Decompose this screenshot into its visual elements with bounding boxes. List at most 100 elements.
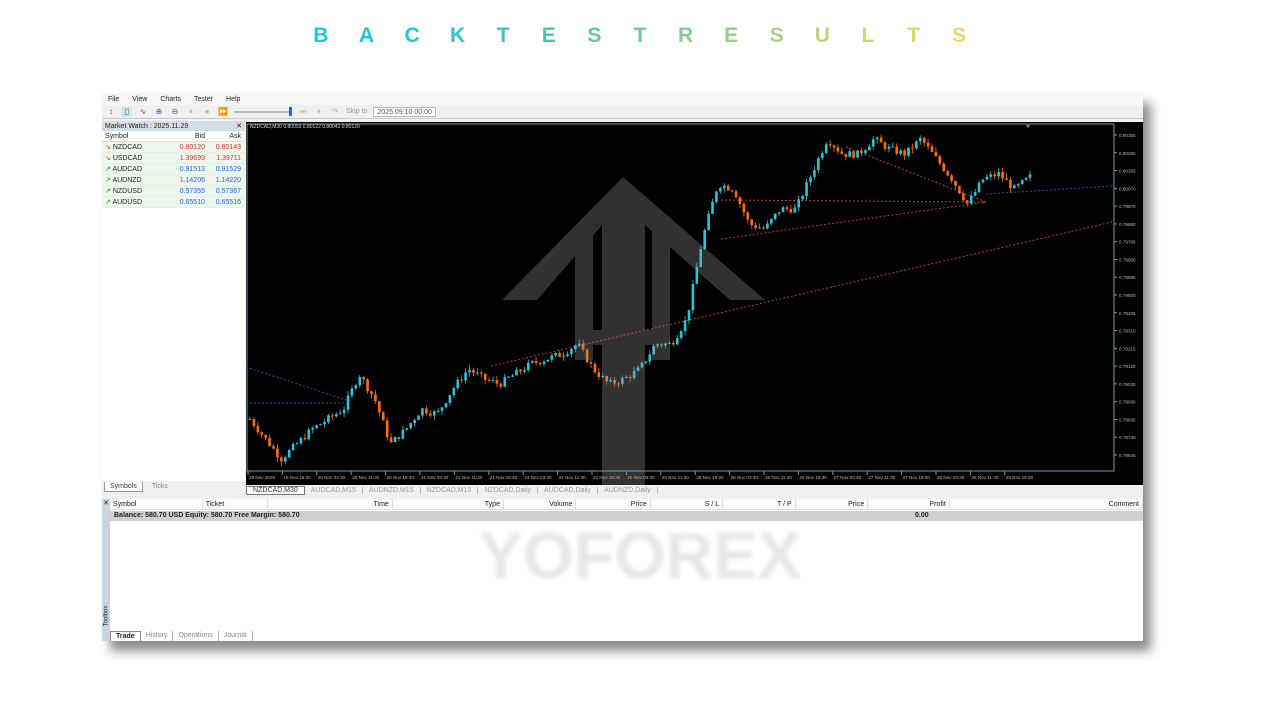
candle-body [456, 379, 460, 389]
col-symbol[interactable]: Symbol [105, 132, 129, 140]
symbol-cell: ↘ USDCAD [102, 154, 172, 162]
toolbox-sidebar: ✕ Toolbox [102, 499, 110, 641]
skip-date-input[interactable]: 2025.09.10 00:00 [373, 106, 436, 117]
candle-body [542, 361, 546, 365]
toolbox-tab[interactable]: History [141, 631, 174, 641]
price-label: 0.79215 [1119, 346, 1136, 351]
candle-body [722, 185, 726, 189]
zoom-out-icon[interactable]: ⊖ [171, 107, 179, 116]
price-chart[interactable]: NZDCAD,M30 0.80059 0.80122 0.80042 0.801… [245, 122, 1143, 485]
candle-body [887, 146, 891, 149]
market-watch-row[interactable]: ↗ AUDNZD 1.14206 1.14220 [102, 175, 245, 186]
market-watch-row[interactable]: ↗ AUDCAD 0.91513 0.91529 [102, 164, 245, 175]
time-label: 28 Nov 19:30 [1006, 475, 1034, 480]
menu-charts[interactable]: Charts [160, 95, 181, 103]
col-ask[interactable]: Ask [229, 132, 241, 140]
menu-view[interactable]: View [132, 95, 148, 103]
column-header[interactable]: Time [268, 499, 393, 509]
title-letter: S [769, 24, 784, 47]
column-header[interactable]: Ticket [203, 499, 268, 509]
candle-body [977, 182, 981, 192]
chart-tab[interactable]: NZDCAD,M15 [421, 487, 479, 494]
close-icon[interactable]: ✕ [103, 500, 109, 507]
close-icon[interactable]: ✕ [236, 123, 242, 130]
symbol-name: USDCAD [112, 155, 143, 162]
candlestick-icon[interactable]: ▯ [122, 106, 132, 117]
title-letter: E [724, 24, 739, 47]
candle-body [570, 349, 573, 354]
market-watch-row[interactable]: ↗ NZDUSD 0.57355 0.57367 [102, 186, 245, 197]
toolbox-tab[interactable]: Operations [173, 631, 219, 641]
tab-symbols[interactable]: Symbols [104, 482, 143, 492]
candle-body [852, 151, 855, 158]
chart-tab[interactable]: AUDCAD,Daily [538, 487, 599, 494]
col-bid[interactable]: Bid [194, 132, 205, 140]
trend-line [720, 199, 987, 203]
candle-body [260, 432, 264, 435]
candle-body [581, 343, 585, 350]
candle-body [985, 176, 989, 180]
next-icon[interactable]: ⏵ [317, 106, 321, 116]
candle-body [809, 177, 812, 183]
candle-body [358, 376, 362, 386]
column-header[interactable]: S / L [651, 499, 724, 509]
candle-body [409, 423, 413, 429]
candle-body [272, 446, 275, 449]
column-header[interactable]: Symbol [110, 499, 203, 509]
candle-body [338, 413, 342, 415]
column-header[interactable]: Profit [868, 499, 950, 509]
title-letter: E [541, 24, 556, 47]
toolbox-tab[interactable]: Trade [110, 631, 141, 641]
zoom-in-icon[interactable]: ⊕ [155, 107, 163, 116]
time-label: 21 Nov 11:30 [455, 475, 482, 480]
column-header[interactable]: T / P [723, 499, 796, 509]
market-watch-row[interactable]: ↗ AUDUSD 0.65510 0.65516 [102, 197, 245, 208]
candle-body [256, 425, 260, 433]
profit-total: 0.00 [915, 512, 929, 519]
chart-tab[interactable]: AUDCAD,M15 [305, 487, 363, 494]
market-watch-row[interactable]: ↘ NZDCAD 0.80120 0.80143 [102, 142, 245, 153]
candle-body [609, 380, 612, 382]
fast-forward-icon[interactable]: ⏩ [218, 107, 228, 116]
candle-body [295, 443, 299, 445]
title-letter: S [587, 24, 602, 47]
symbol-cell: ↗ AUDCAD [102, 165, 172, 173]
candle-body [280, 457, 283, 462]
chart-tab[interactable]: NZDCAD,M30 [246, 486, 305, 495]
market-watch-panel: Market Watch : 2025.11.29 ✕ Symbol Bid As… [102, 121, 245, 481]
bid-cell: 1.14206 [179, 176, 205, 184]
chart-tab[interactable]: AUDNZD,Daily [598, 487, 658, 494]
line-chart-icon[interactable]: ∿ [139, 107, 147, 116]
price-label: 0.79405 [1119, 311, 1136, 316]
tab-ticks[interactable]: Ticks [151, 483, 168, 490]
column-header[interactable]: Type [393, 499, 504, 509]
candle-body [844, 153, 848, 157]
chart-tabs: NZDCAD,M30 AUDCAD,M15 AUDNZD,M15 NZDCAD,M15… [246, 485, 1143, 496]
market-watch-row[interactable]: ↘ USDCAD 1.39699 1.39711 [102, 153, 245, 164]
menu-help[interactable]: Help [226, 95, 241, 103]
pause-icon[interactable]: ⏸ [189, 106, 193, 116]
toolbox-tab[interactable]: Journal [219, 631, 253, 641]
title-letter: K [450, 24, 466, 47]
menu-tester[interactable]: Tester [193, 95, 214, 103]
candle-body [997, 172, 1000, 177]
candle-body [315, 425, 318, 429]
symbol-cell: ↗ AUDNZD [102, 176, 172, 184]
speed-slider[interactable] [234, 106, 292, 116]
chart-tab[interactable]: AUDNZD,M15 [363, 487, 421, 494]
time-label: 20 Nov 11:30 [352, 475, 379, 480]
bar-chart-icon[interactable]: ↕ [109, 107, 113, 116]
column-header[interactable]: Volume [504, 499, 577, 509]
stop-icon[interactable]: ⏹ [205, 106, 209, 116]
candle-body [350, 388, 354, 396]
trend-line [245, 366, 347, 401]
step-icon[interactable]: ⏭ [299, 106, 307, 116]
column-header[interactable]: Comment [950, 499, 1143, 509]
candle-body [742, 203, 746, 213]
candle-body [499, 383, 503, 387]
chart-tab[interactable]: NZDCAD,Daily [478, 487, 538, 494]
candle-body [734, 191, 738, 198]
column-header[interactable]: Price [796, 499, 869, 509]
column-header[interactable]: Price [576, 499, 651, 509]
menu-file[interactable]: File [108, 95, 120, 103]
